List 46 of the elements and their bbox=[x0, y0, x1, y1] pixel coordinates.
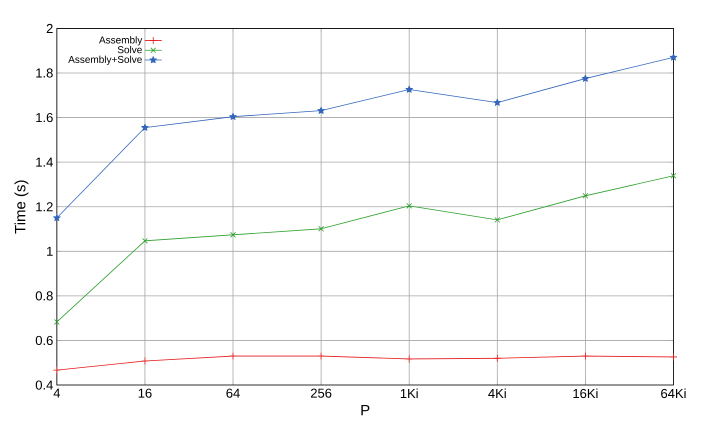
x-tick-label: 16 bbox=[138, 388, 152, 398]
y-tick-label: 0.6 bbox=[36, 336, 53, 346]
x-tick-label: 4Ki bbox=[488, 388, 506, 398]
point bbox=[142, 238, 148, 244]
point bbox=[230, 232, 236, 238]
point bbox=[494, 217, 500, 223]
y-tick-label: 1.6 bbox=[36, 113, 53, 122]
x-tick-label: 1Ki bbox=[400, 388, 418, 398]
point bbox=[54, 319, 60, 325]
point bbox=[229, 352, 237, 360]
x-tick-label: 64Ki bbox=[661, 388, 686, 398]
point bbox=[52, 366, 61, 374]
point bbox=[670, 172, 676, 179]
point bbox=[141, 357, 149, 365]
y-tick-label: 2 bbox=[46, 24, 53, 34]
y-tick-label: 0.8 bbox=[36, 291, 53, 301]
y-tick-label: 0.4 bbox=[36, 380, 53, 390]
point bbox=[406, 203, 412, 209]
point bbox=[405, 355, 414, 363]
legend-label: Solve bbox=[118, 46, 142, 54]
y-axis-title: Time (s) bbox=[14, 180, 28, 234]
point bbox=[53, 214, 61, 222]
y-tick-label: 1.4 bbox=[36, 158, 53, 167]
point bbox=[582, 193, 588, 199]
y-tick-label: 1.2 bbox=[36, 202, 53, 212]
x-tick-label: 256 bbox=[310, 388, 332, 398]
point bbox=[318, 226, 324, 232]
x-tick-label: 16Ki bbox=[573, 388, 598, 398]
legend-label: Assembly bbox=[99, 36, 142, 46]
point bbox=[670, 353, 678, 361]
point bbox=[494, 98, 502, 106]
point bbox=[670, 54, 678, 61]
point bbox=[582, 74, 590, 82]
x-axis-title: P bbox=[361, 405, 370, 416]
legend-label: Assembly+Solve bbox=[68, 56, 142, 66]
point bbox=[317, 106, 325, 114]
point bbox=[229, 112, 237, 120]
point bbox=[317, 352, 326, 360]
y-tick-label: 1.8 bbox=[36, 68, 53, 78]
x-tick-label: 4 bbox=[54, 388, 60, 398]
point bbox=[581, 352, 590, 360]
x-tick-label: 64 bbox=[226, 388, 240, 398]
y-tick-label: 1 bbox=[47, 246, 53, 256]
point bbox=[405, 86, 413, 93]
point bbox=[493, 354, 502, 362]
point bbox=[141, 124, 149, 131]
